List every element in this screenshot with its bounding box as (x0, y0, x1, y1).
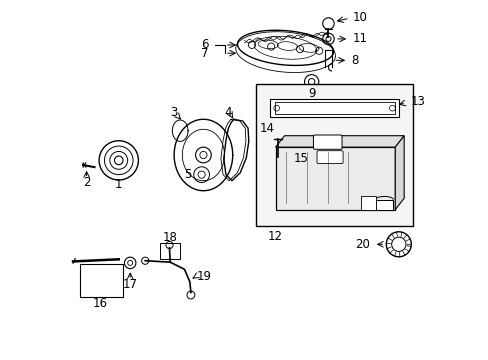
Text: 18: 18 (163, 231, 177, 244)
Text: 16: 16 (92, 297, 107, 310)
Text: 7: 7 (201, 47, 208, 60)
Text: 9: 9 (307, 87, 315, 100)
Text: 10: 10 (352, 10, 367, 24)
Text: 4: 4 (224, 105, 232, 119)
Bar (274, 103, 394, 114)
FancyBboxPatch shape (313, 135, 341, 149)
Text: 6: 6 (201, 39, 208, 51)
Bar (255, 84, 412, 226)
Bar (361, 196, 375, 210)
Text: 17: 17 (122, 278, 138, 291)
Text: 19: 19 (197, 270, 212, 283)
Bar (80, 264, 123, 297)
Bar (275, 147, 394, 210)
Text: 8: 8 (351, 54, 358, 67)
Text: 11: 11 (352, 32, 367, 45)
Text: 2: 2 (82, 176, 90, 189)
FancyBboxPatch shape (316, 151, 343, 163)
Text: 15: 15 (293, 152, 308, 165)
Text: 14: 14 (259, 122, 274, 135)
Polygon shape (275, 136, 404, 147)
Bar (160, 243, 180, 258)
Text: 20: 20 (355, 238, 369, 251)
Text: 5: 5 (183, 168, 191, 181)
Text: 13: 13 (409, 95, 424, 108)
Text: 1: 1 (115, 178, 122, 191)
Bar (270, 99, 398, 117)
Bar (375, 200, 393, 210)
Text: 3: 3 (170, 105, 177, 119)
Polygon shape (394, 136, 404, 210)
Text: 12: 12 (267, 230, 283, 243)
